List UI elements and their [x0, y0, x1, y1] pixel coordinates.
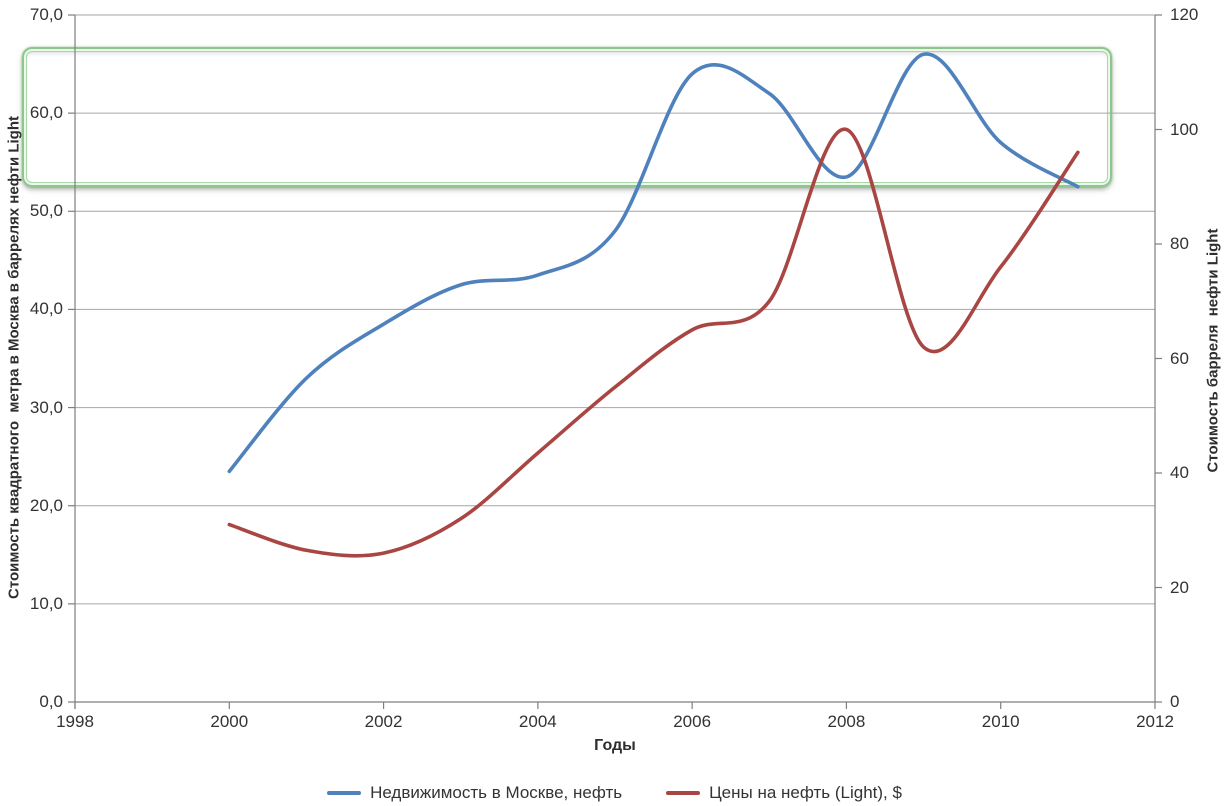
series-line-oil-price: [227, 127, 1080, 558]
legend-line-swatch: [327, 791, 362, 795]
legend-item-oil-price: Цены на нефть (Light), $: [666, 783, 902, 803]
series-line-moscow-realty: [227, 52, 1080, 474]
legend: Недвижимость в Москве, нефть Цены на нефт…: [0, 783, 1229, 803]
legend-line-swatch: [666, 791, 701, 795]
legend-label: Цены на нефть (Light), $: [709, 783, 902, 802]
highlight-annotation-box: [21, 46, 1112, 188]
legend-item-moscow-realty: Недвижимость в Москве, нефть: [327, 783, 622, 803]
legend-label: Недвижимость в Москве, нефть: [370, 783, 623, 802]
